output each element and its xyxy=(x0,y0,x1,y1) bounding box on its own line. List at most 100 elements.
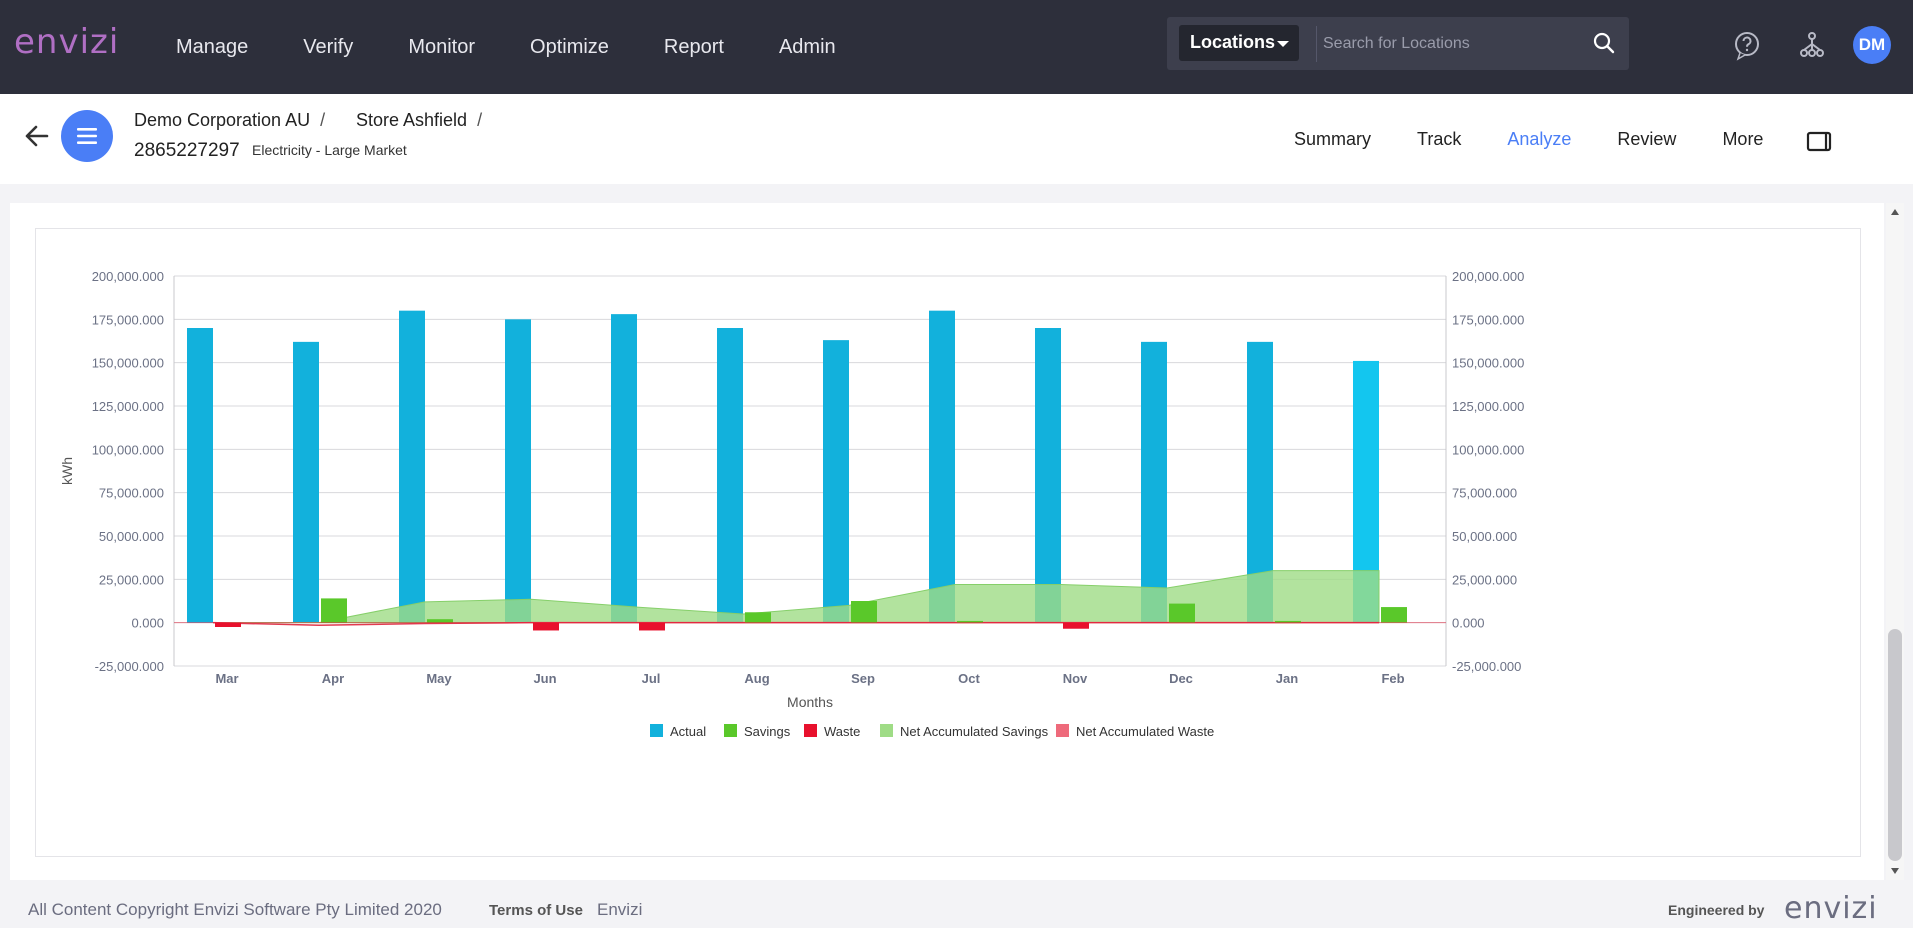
legend-label: Savings xyxy=(744,724,791,739)
bar-actual xyxy=(187,328,213,623)
side-panel-toggle-icon[interactable] xyxy=(1806,131,1834,158)
y-tick-label-left: 100,000.000 xyxy=(92,442,164,457)
engineered-by-label: Engineered by xyxy=(1668,902,1765,918)
y-tick-label-right: 175,000.000 xyxy=(1452,312,1524,327)
nav-item-admin[interactable]: Admin xyxy=(778,35,836,58)
x-tick-label: Oct xyxy=(958,671,980,686)
bar-savings xyxy=(1381,607,1407,623)
bar-savings xyxy=(427,619,453,623)
breadcrumb-separator: / xyxy=(477,110,483,130)
y-tick-label-right: 100,000.000 xyxy=(1452,442,1524,457)
envizi-logo[interactable]: envizi xyxy=(14,22,120,62)
tab-analyze[interactable]: Analyze xyxy=(1507,129,1572,149)
hamburger-icon xyxy=(77,128,97,144)
nav-item-monitor[interactable]: Monitor xyxy=(408,35,476,58)
nav-item-optimize[interactable]: Optimize xyxy=(530,35,609,58)
breadcrumb-org-label[interactable]: Demo Corporation AU xyxy=(134,110,311,130)
bar-actual xyxy=(1035,328,1061,623)
y-tick-label-right: 50,000.000 xyxy=(1452,529,1517,544)
x-tick-label: Apr xyxy=(322,671,344,686)
user-avatar[interactable]: DM xyxy=(1853,26,1891,64)
bar-savings xyxy=(321,598,347,623)
search-input[interactable] xyxy=(1321,27,1575,61)
y-tick-label-left: 50,000.000 xyxy=(99,529,164,544)
x-tick-label: Nov xyxy=(1063,671,1088,686)
envizi-link[interactable]: Envizi xyxy=(597,900,643,919)
breadcrumb-site-label[interactable]: Store Ashfield xyxy=(356,110,468,130)
back-arrow-icon[interactable] xyxy=(24,124,50,153)
y-tick-label-right: 150,000.000 xyxy=(1452,356,1524,371)
terms-of-use-link[interactable]: Terms of Use xyxy=(489,902,583,919)
y-tick-label-left: 25,000.000 xyxy=(99,572,164,587)
legend-label: Waste xyxy=(824,724,860,739)
bar-actual xyxy=(611,314,637,623)
page-footer: All Content Copyright Envizi Software Pt… xyxy=(0,891,1913,928)
meter-id: 2865227297 xyxy=(134,140,240,161)
hierarchy-icon[interactable] xyxy=(1799,31,1825,64)
x-tick-label: Aug xyxy=(744,671,769,686)
bar-waste xyxy=(533,622,559,631)
nav-item-verify[interactable]: Verify xyxy=(303,35,354,58)
search-scope-label: Locations xyxy=(1190,32,1276,52)
legend-swatch xyxy=(880,724,893,737)
vertical-scrollbar[interactable] xyxy=(1886,203,1904,880)
bar-savings xyxy=(957,620,983,623)
y-tick-label-right: 125,000.000 xyxy=(1452,399,1524,414)
meter-type: Electricity - Large Market xyxy=(252,142,407,158)
breadcrumb-org[interactable]: Demo Corporation AU / xyxy=(134,110,325,131)
x-tick-label: Dec xyxy=(1169,671,1193,686)
bar-actual xyxy=(929,310,955,623)
bar-waste xyxy=(215,622,241,627)
main-nav: Manage Verify Monitor Optimize Report Ad… xyxy=(176,0,891,94)
scroll-down-arrow-icon[interactable] xyxy=(1891,868,1899,874)
bar-actual xyxy=(717,328,743,623)
menu-button[interactable] xyxy=(61,110,113,162)
scroll-up-arrow-icon[interactable] xyxy=(1891,209,1899,215)
usage-chart: 200,000.000 200,000.000 175,000.000 175,000… xyxy=(59,269,1524,739)
chevron-down-icon xyxy=(1277,41,1289,47)
chart-container: 200,000.000 200,000.000 175,000.000 175,000… xyxy=(35,228,1861,857)
bar-actual xyxy=(293,341,319,623)
nav-item-manage[interactable]: Manage xyxy=(176,35,249,58)
x-tick-label: Jul xyxy=(642,671,661,686)
analysis-card: 200,000.000 200,000.000 175,000.000 175,000… xyxy=(10,203,1884,880)
breadcrumb-site[interactable]: Store Ashfield / xyxy=(356,110,482,131)
y-tick-label-right: -25,000.000 xyxy=(1452,659,1521,674)
bar-actual xyxy=(1141,341,1167,623)
nav-item-report[interactable]: Report xyxy=(663,35,724,58)
legend-label: Actual xyxy=(670,724,706,739)
x-tick-label: Jan xyxy=(1276,671,1298,686)
y-tick-label-right: 200,000.000 xyxy=(1452,269,1524,284)
tab-summary[interactable]: Summary xyxy=(1294,129,1372,149)
bar-savings xyxy=(1169,603,1195,623)
tab-track[interactable]: Track xyxy=(1417,129,1462,149)
area-net-accumulated-savings xyxy=(213,570,1380,624)
bar-actual xyxy=(399,310,425,623)
copyright-text: All Content Copyright Envizi Software Pt… xyxy=(28,900,442,919)
legend-swatch xyxy=(650,724,663,737)
search-scope-dropdown[interactable]: Locations xyxy=(1179,25,1299,61)
y-tick-label-left: 125,000.000 xyxy=(92,399,164,414)
bar-waste xyxy=(1063,622,1089,629)
x-tick-label: May xyxy=(426,671,452,686)
y-tick-label-right: 25,000.000 xyxy=(1452,572,1517,587)
x-tick-label: Jun xyxy=(533,671,556,686)
bar-savings xyxy=(1275,620,1301,623)
breadcrumb-separator: / xyxy=(320,110,326,130)
tab-review[interactable]: Review xyxy=(1617,129,1677,149)
x-axis-title: Months xyxy=(787,694,833,710)
tab-more[interactable]: More xyxy=(1722,129,1764,149)
scroll-thumb[interactable] xyxy=(1888,629,1902,861)
bar-savings xyxy=(851,601,877,623)
y-tick-label-right: 75,000.000 xyxy=(1452,486,1517,501)
y-tick-label-right: 0.000 xyxy=(1452,616,1485,631)
y-tick-label-left: 75,000.000 xyxy=(99,486,164,501)
y-tick-label-left: 0.000 xyxy=(131,616,164,631)
legend-label: Net Accumulated Savings xyxy=(900,724,1049,739)
x-tick-label: Feb xyxy=(1381,671,1404,686)
help-icon[interactable] xyxy=(1734,31,1760,66)
legend-label: Net Accumulated Waste xyxy=(1076,724,1214,739)
y-axis-title: kWh xyxy=(59,457,75,485)
search-icon[interactable] xyxy=(1592,31,1616,60)
y-tick-label-left: 150,000.000 xyxy=(92,356,164,371)
